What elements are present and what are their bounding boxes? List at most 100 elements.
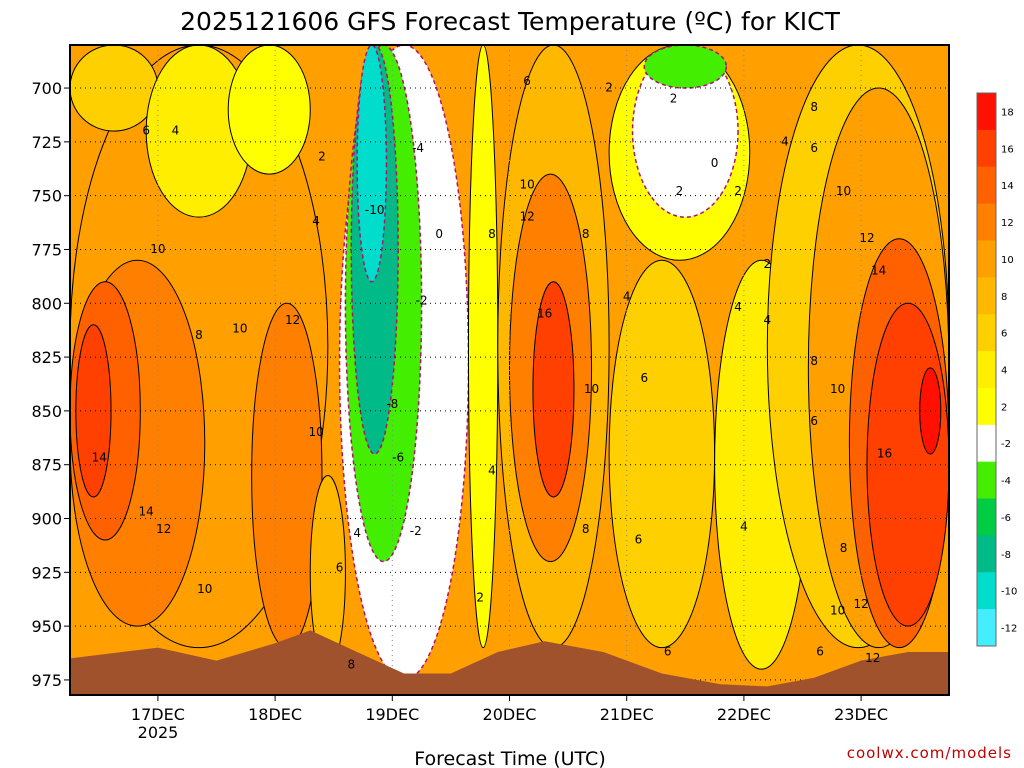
colorbar-swatch-9 [977, 424, 996, 463]
x-tick-label-5: 22DEC [717, 705, 771, 724]
colorbar-label-9: -2 [1001, 439, 1011, 450]
contour-label-46: 6 [810, 141, 818, 155]
colorbar-label-0: 18 [1001, 107, 1014, 118]
contour-label-52: 10 [830, 382, 845, 396]
y-tick-label-6: 850 [31, 402, 62, 421]
contour-label-23: 2 [476, 591, 484, 605]
y-tick-label-5: 825 [31, 348, 62, 367]
colorbar-swatch-1 [977, 129, 996, 168]
contour-label-12: 4 [312, 214, 320, 228]
colorbar-label-12: -8 [1001, 550, 1011, 561]
contour-label-43: 4 [734, 300, 742, 314]
x-tick-label-2: 19DEC [365, 705, 419, 724]
x-axis-label: Forecast Time (UTC) [414, 748, 605, 768]
contour-label-19: -8 [386, 397, 398, 411]
contour-label-39: 2 [676, 184, 684, 198]
x-tick-label-0: 17DEC [131, 705, 185, 724]
contour-label-55: 4 [740, 520, 748, 534]
credit-text: coolwx.com/models [847, 744, 1012, 762]
contour-label-57: 10 [830, 604, 845, 618]
y-tick-label-4: 800 [31, 294, 62, 313]
colorbar-swatch-3 [977, 203, 996, 241]
contour-label-24: 4 [488, 464, 496, 478]
y-tick-label-10: 950 [31, 617, 62, 636]
terrain-surface [70, 630, 949, 695]
colorbar-frame [976, 92, 997, 647]
colorbar-label-14: -12 [1001, 624, 1017, 635]
contour-label-25: 8 [488, 227, 496, 241]
contour-label-40: 0 [711, 156, 719, 170]
temp-region-19 [631, 45, 739, 218]
contour-label-47: 8 [810, 100, 818, 114]
contour-label-60: 12 [865, 651, 880, 665]
colorbar-swatch-10 [977, 461, 996, 500]
colorbar-swatch-6 [977, 314, 996, 352]
contour-label-28: 12 [519, 210, 534, 224]
contour-label-41: 2 [734, 184, 742, 198]
colorbar-label-4: 10 [1001, 255, 1014, 266]
y-tick-label-0: 700 [31, 79, 62, 98]
colorbar-swatch-0 [977, 93, 996, 131]
contour-label-10: 10 [308, 425, 323, 439]
contour-label-1: 4 [172, 124, 180, 138]
colorbar-label-13: -10 [1001, 587, 1017, 598]
colorbar-swatch-11 [977, 498, 996, 536]
colorbar-label-3: 12 [1001, 218, 1014, 229]
temp-region-16 [532, 281, 575, 498]
colorbar-label-8: 2 [1001, 402, 1007, 413]
contour-label-31: 10 [584, 382, 599, 396]
contour-label-5: 12 [285, 313, 300, 327]
contour-label-37: 2 [605, 81, 613, 95]
colorbar-swatch-4 [977, 240, 996, 278]
contour-label-48: 10 [836, 184, 851, 198]
contour-label-49: 12 [859, 231, 874, 245]
colorbar: 18 16 14 12 10 8 6 4 2 -2 -4 -6 -8 -10 -12 [976, 92, 1017, 647]
contour-label-17: -4 [412, 141, 424, 155]
contour-label-9: 10 [197, 582, 212, 596]
contour-label-20: -6 [392, 451, 404, 465]
colorbar-swatch-13 [977, 572, 996, 610]
contour-label-53: 6 [810, 414, 818, 428]
temp-region-17 [608, 259, 716, 649]
colorbar-label-11: -6 [1001, 513, 1011, 524]
contour-label-0: 6 [142, 124, 150, 138]
colorbar-label-10: -4 [1001, 476, 1011, 487]
contour-label-44: 4 [764, 313, 772, 327]
contour-label-6: 14 [92, 451, 107, 465]
contour-label-27: 10 [519, 177, 534, 191]
colorbar-label-6: 6 [1001, 329, 1007, 340]
y-tick-label-7: 875 [31, 456, 62, 475]
y-tick-label-3: 775 [31, 240, 62, 259]
contour-label-15: 8 [347, 657, 355, 671]
temp-region-25 [866, 302, 949, 627]
contour-label-59: 6 [816, 644, 824, 658]
colorbar-swatch-14 [977, 609, 996, 647]
contour-label-36: 6 [664, 644, 672, 658]
contour-label-38: 2 [670, 91, 678, 105]
x-tick-label-3: 20DEC [483, 705, 537, 724]
contour-label-30: 16 [537, 307, 552, 321]
gridlines [70, 45, 949, 695]
colorbar-swatch-5 [977, 277, 996, 315]
contour-label-13: 4 [353, 526, 361, 540]
y-tick-label-2: 750 [31, 187, 62, 206]
contour-label-7: 14 [139, 505, 154, 519]
contour-label-34: 6 [640, 371, 648, 385]
contour-label-45: 4 [781, 134, 789, 148]
contour-label-54: 16 [877, 446, 892, 460]
colorbar-swatch-8 [977, 387, 996, 426]
contour-label-50: 14 [871, 263, 886, 277]
contour-label-58: 12 [853, 597, 868, 611]
x-tick-label-6: 23DEC [834, 705, 888, 724]
contour-label-35: 6 [635, 533, 643, 547]
contour-label-33: 4 [623, 289, 631, 303]
temp-region-20 [643, 45, 728, 89]
contour-label-22: 0 [435, 227, 443, 241]
y-axis: 700 725 750 775 800 825 850 875 900 925 950 975 [31, 79, 70, 690]
contour-label-42: 2 [764, 257, 772, 271]
temperature-fill-layer [70, 45, 949, 681]
x-axis-year: 2025 [138, 723, 179, 742]
y-tick-label-11: 975 [31, 671, 62, 690]
